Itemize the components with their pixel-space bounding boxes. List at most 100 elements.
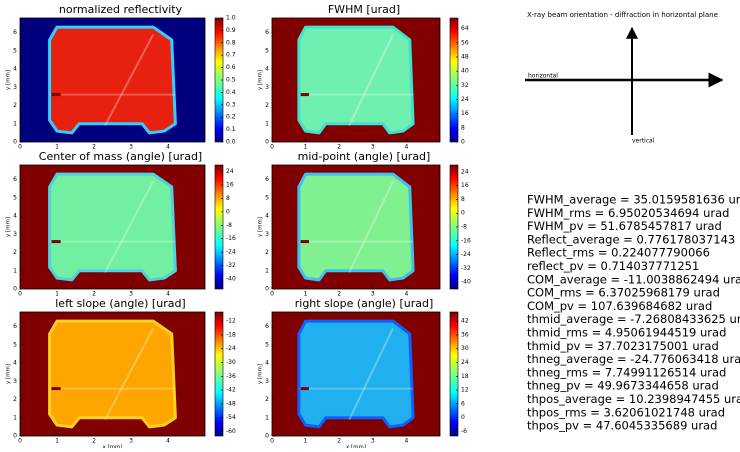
x-tick-label: 2 [92, 291, 96, 298]
y-tick-label: 3 [13, 231, 17, 238]
x-tick-label: 0 [18, 144, 22, 151]
heatmap-region [48, 319, 177, 429]
y-tick-label: 1 [13, 267, 17, 274]
colorbar-tick-label: 1.0 [226, 15, 236, 22]
stat-line: thmid_pv = 37.7023175001 urad [527, 339, 719, 353]
y-axis-label: y [mm] [258, 217, 264, 237]
vertical-label: vertical [632, 138, 655, 145]
x-tick-label: 1 [304, 144, 308, 151]
x-tick-label: 3 [371, 291, 375, 298]
heatmap-streak [104, 180, 155, 274]
y-tick-label: 3 [265, 84, 269, 91]
heatmap-streak [348, 327, 394, 421]
x-tick-label: 3 [129, 438, 133, 445]
colorbar-tick-label: -8 [461, 224, 467, 231]
y-tick-label: 4 [265, 360, 269, 367]
colorbar-tick-label: 0 [461, 414, 465, 421]
x-tick-label: 0 [18, 438, 22, 445]
x-tick-label: 4 [404, 438, 408, 445]
y-tick-label: 3 [13, 378, 17, 385]
y-tick-label: 4 [265, 213, 269, 220]
colorbar-tick-label: -24 [461, 251, 471, 258]
colorbar-tick-label: 24 [461, 359, 469, 366]
heatmap-streak [104, 33, 155, 127]
x-tick-label: 0 [270, 438, 274, 445]
x-tick-label: 3 [371, 144, 375, 151]
stat-line: thneg_rms = 7.74991126514 urad [527, 365, 726, 379]
colorbar [214, 311, 224, 437]
colorbar-tick-label: 0.7 [226, 52, 236, 59]
colorbar-tick-label: 36 [461, 331, 469, 338]
y-tick-label: 3 [265, 378, 269, 385]
colorbar-tick-label: -30 [226, 359, 236, 366]
y-tick-label: 5 [13, 47, 17, 54]
colorbar-tick-label: 30 [461, 345, 469, 352]
y-axis-label: y [mm] [6, 70, 12, 90]
y-axis-label: y [mm] [258, 70, 264, 90]
y-tick-label: 5 [13, 341, 17, 348]
colorbar-tick-label: 64 [461, 25, 469, 32]
colorbar-tick-label: -32 [461, 265, 471, 272]
y-tick-label: 5 [265, 47, 269, 54]
y-tick-label: 5 [265, 194, 269, 201]
y-tick-label: 5 [13, 194, 17, 201]
colorbar-tick-label: -24 [226, 249, 236, 256]
colorbar-tick-label: 0.3 [226, 101, 236, 108]
y-tick-label: 1 [13, 414, 17, 421]
colorbar-tick-label: 0.4 [226, 89, 236, 96]
stat-line: thmid_average = -7.26808433625 urad [527, 312, 740, 326]
colorbar [449, 311, 459, 437]
colorbar-tick-label: -54 [226, 414, 236, 421]
y-tick-label: 0 [265, 433, 269, 440]
colorbar-tick-label: 48 [461, 53, 469, 60]
heatmap-streak [348, 180, 394, 274]
y-tick-label: 0 [265, 286, 269, 293]
colorbar-tick-label: 0.1 [226, 126, 236, 133]
colorbar-tick-label: 0.6 [226, 64, 236, 71]
colorbar-tick-label: -36 [226, 373, 236, 380]
colorbar-tick-label: 0.2 [226, 114, 236, 121]
x-tick-label: 4 [166, 291, 170, 298]
heatmap-streak [348, 33, 394, 127]
colorbar-tick-label: 24 [461, 168, 469, 175]
x-tick-label: 4 [166, 438, 170, 445]
y-tick-label: 1 [265, 414, 269, 421]
x-tick-label: 1 [55, 438, 59, 445]
x-tick-label: 3 [129, 144, 133, 151]
stat-line: thpos_average = 10.2398947455 urad [527, 392, 740, 406]
stat-line: Reflect_rms = 0.224077790066 [527, 246, 710, 260]
stat-line: thneg_average = -24.776063418 urad [527, 352, 740, 366]
colorbar-tick-label: 24 [461, 96, 469, 103]
colorbar-tick-label: -40 [461, 279, 471, 286]
y-tick-label: 6 [13, 176, 17, 183]
y-tick-label: 2 [13, 249, 17, 256]
plot-frame [271, 164, 441, 290]
y-tick-label: 5 [265, 341, 269, 348]
stat-line: COM_average = -11.0038862494 urad [527, 272, 740, 286]
colorbar-tick-label: -16 [226, 235, 236, 242]
y-tick-label: 4 [13, 360, 17, 367]
plot-frame [271, 17, 441, 143]
colorbar-tick-label: 0.0 [226, 139, 236, 146]
stat-line: thmid_rms = 4.95061944519 urad [527, 326, 726, 340]
stat-line: thpos_pv = 47.6045335689 urad [527, 419, 717, 433]
y-tick-label: 0 [13, 139, 17, 146]
y-tick-label: 0 [265, 139, 269, 146]
y-tick-label: 2 [13, 396, 17, 403]
plot-frame [271, 311, 441, 437]
colorbar-tick-label: 18 [461, 373, 469, 380]
y-tick-label: 4 [265, 66, 269, 73]
panel-title: right slope (angle) [urad] [295, 297, 434, 310]
y-tick-label: 6 [13, 323, 17, 330]
x-axis-label: x [mm] [346, 445, 366, 449]
y-tick-label: 1 [13, 120, 17, 127]
heatmap-streak [104, 327, 155, 421]
x-tick-label: 4 [404, 291, 408, 298]
y-tick-label: 6 [265, 323, 269, 330]
colorbar [214, 164, 224, 290]
horizontal-label: horizontal [528, 73, 558, 80]
x-tick-label: 1 [55, 291, 59, 298]
colorbar-tick-label: -24 [226, 345, 236, 352]
panel-title: normalized reflectivity [59, 3, 183, 16]
colorbar-tick-label: 40 [461, 68, 469, 75]
